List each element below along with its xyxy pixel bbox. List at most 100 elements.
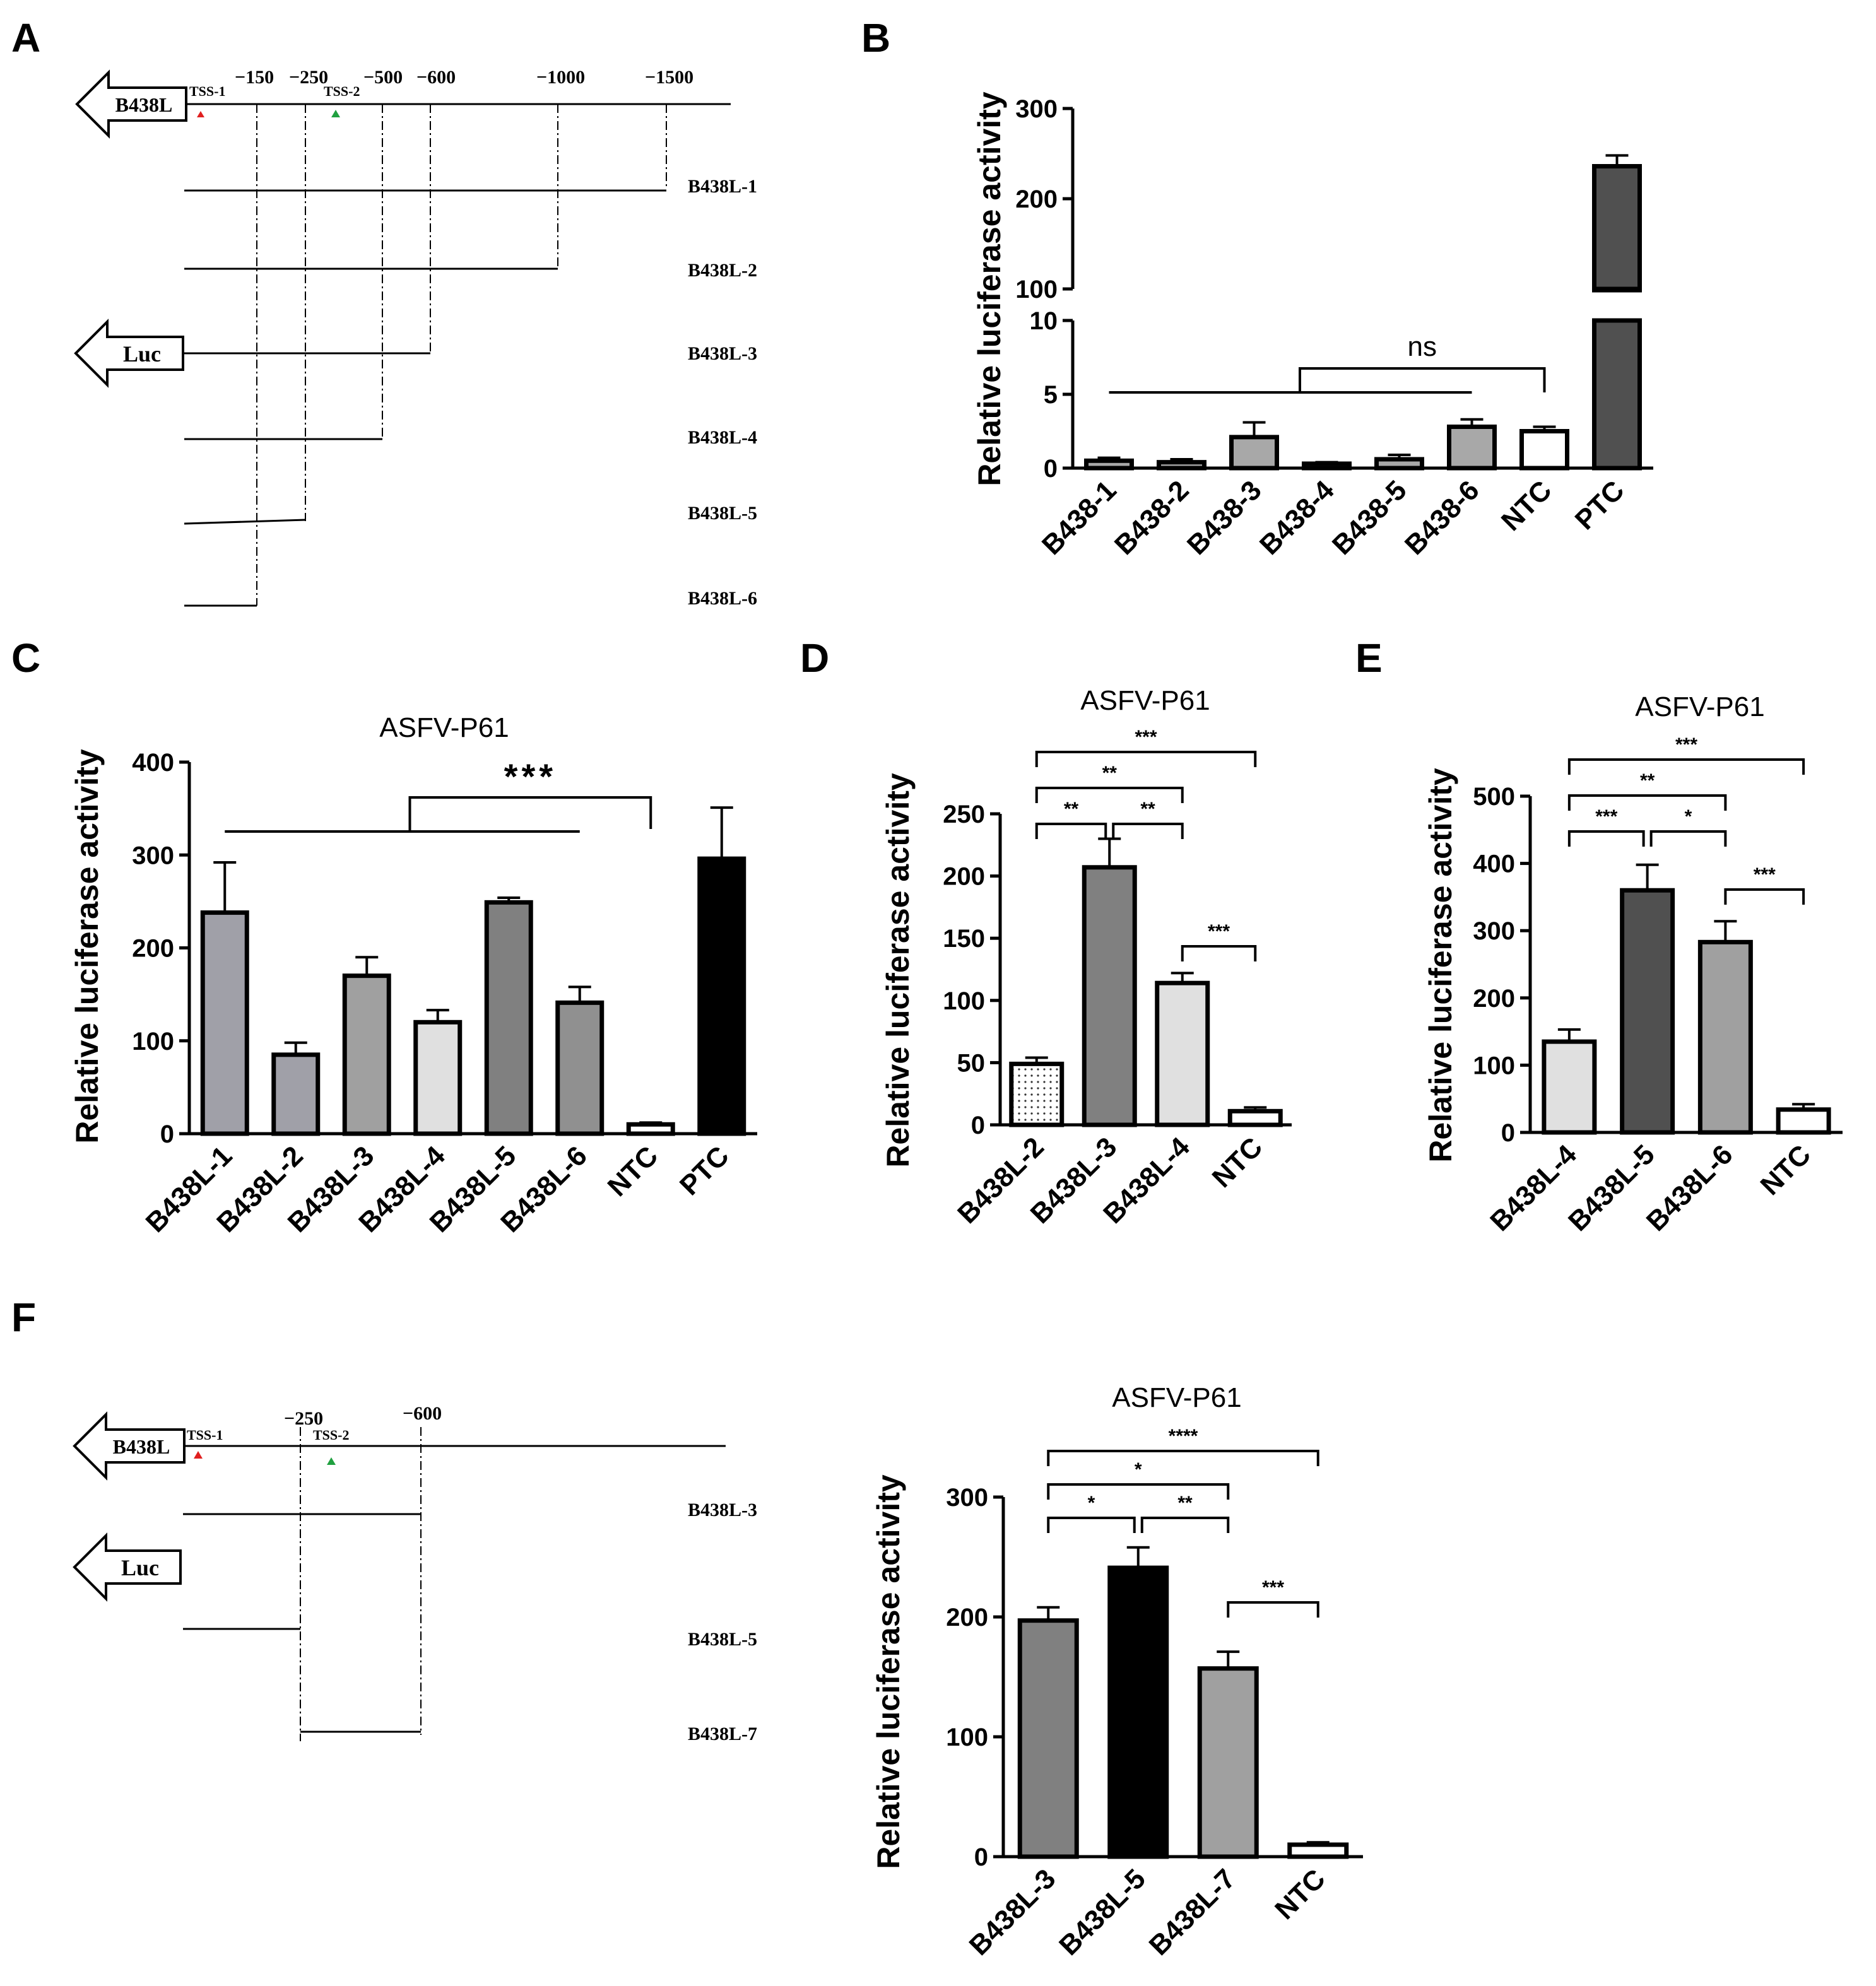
construct-label: B438L-2 xyxy=(688,260,757,281)
significance-bracket xyxy=(1724,888,1805,905)
x-tick-label: NTC xyxy=(1495,474,1558,537)
x-tick-label: B438-1 xyxy=(1036,474,1123,561)
panel-letter-c: C xyxy=(11,635,40,681)
y-tick-label: 10 xyxy=(1030,307,1058,335)
significance-label: **** xyxy=(1169,1426,1198,1447)
bar xyxy=(1776,1107,1831,1135)
x-tick-label: B438-6 xyxy=(1399,474,1485,561)
bar xyxy=(1542,1039,1597,1135)
bar xyxy=(1302,461,1352,471)
tss-2-label: TSS-2 xyxy=(324,83,360,99)
promoter-map-a: B438L TSS-1 TSS-2 −150 −250 −500 −600 −1… xyxy=(74,67,757,609)
tss-2-label: TSS-2 xyxy=(313,1427,349,1443)
bar xyxy=(1620,888,1675,1135)
y-tick-label: 300 xyxy=(1015,95,1058,123)
construct-label: B438L-5 xyxy=(688,1629,757,1650)
significance-label: *** xyxy=(1675,734,1697,755)
significance-label: *** xyxy=(1208,921,1230,942)
bar xyxy=(1227,1108,1283,1127)
bar xyxy=(1519,429,1569,471)
significance-bracket xyxy=(1112,823,1184,839)
construct-label: B438L-7 xyxy=(688,1724,757,1744)
significance-bracket xyxy=(1181,945,1257,961)
bar-lower-segment xyxy=(1592,318,1642,471)
y-tick-label: 150 xyxy=(943,925,985,953)
chart-title: ASFV-P61 xyxy=(1635,691,1764,722)
bar xyxy=(1197,1666,1259,1859)
tss-1-marker xyxy=(197,111,204,117)
bar xyxy=(342,973,391,1136)
chart-d: 0 50 100 150 200 250 Relative luciferase activ… xyxy=(880,685,1292,1230)
bar xyxy=(1374,457,1424,471)
bar xyxy=(484,900,533,1136)
significance-bracket xyxy=(1047,1450,1319,1466)
bar xyxy=(1697,939,1753,1135)
y-tick-label: 0 xyxy=(971,1112,985,1139)
x-tick-label: NTC xyxy=(1269,1863,1331,1925)
position-label: −1000 xyxy=(536,67,585,88)
promoter-map-f: B438L TSS-1 TSS-2 −250 −600 Luc B438L-3 … xyxy=(73,1403,757,1744)
chart-b: 0 5 10 100 200 300 Relative luciferase activit… xyxy=(972,91,1653,561)
x-tick-label: NTC xyxy=(1206,1131,1269,1194)
y-tick-label: 100 xyxy=(946,1724,988,1751)
significance-label: ns xyxy=(1408,331,1437,362)
construct-line xyxy=(184,519,306,525)
tss-1-marker xyxy=(194,1451,203,1459)
reporter-label: Luc xyxy=(121,1555,159,1580)
y-tick-label: 400 xyxy=(132,749,174,777)
bar xyxy=(200,910,249,1136)
x-tick-label: B438L-5 xyxy=(1562,1139,1661,1237)
significance-bracket xyxy=(1299,367,1546,392)
chart-title: ASFV-P61 xyxy=(1080,685,1210,716)
x-tick-label: B438L-6 xyxy=(1641,1139,1739,1237)
y-tick-label: 200 xyxy=(132,935,174,963)
y-tick-label: 0 xyxy=(160,1120,174,1148)
significance-label: *** xyxy=(504,756,557,796)
bar xyxy=(697,856,746,1136)
significance-bracket xyxy=(1567,794,1727,811)
bar xyxy=(413,1019,463,1136)
significance-label: * xyxy=(1685,806,1692,827)
significance-label: *** xyxy=(1754,864,1776,885)
y-axis-label: Relative luciferase activity xyxy=(69,749,105,1144)
significance-bracket xyxy=(1047,1483,1230,1500)
bar xyxy=(271,1052,321,1136)
y-tick-label: 5 xyxy=(1044,381,1058,409)
bar xyxy=(1084,458,1134,471)
construct-label: B438L-4 xyxy=(688,427,757,448)
significance-bracket xyxy=(1140,1517,1230,1533)
x-tick-label: NTC xyxy=(1755,1139,1817,1201)
significance-label: ** xyxy=(1064,799,1079,820)
construct-label: B438L-1 xyxy=(688,176,757,197)
y-tick-label: 100 xyxy=(943,987,985,1015)
bar xyxy=(1447,424,1497,471)
x-tick-label: B438L-3 xyxy=(964,1863,1062,1961)
y-tick-label: 200 xyxy=(1473,985,1515,1013)
chart-title: ASFV-P61 xyxy=(379,712,509,743)
y-axis-label: Relative luciferase activity xyxy=(880,773,916,1168)
significance-label: *** xyxy=(1135,727,1157,748)
panel-letter-b: B xyxy=(861,15,890,61)
chart-title: ASFV-P61 xyxy=(1112,1382,1241,1413)
construct-label: B438L-3 xyxy=(688,343,757,364)
bar xyxy=(1107,1565,1169,1859)
construct-label: B438L-5 xyxy=(688,503,757,524)
significance-bracket xyxy=(1035,787,1184,803)
bar xyxy=(1009,1061,1065,1127)
significance-bracket xyxy=(1649,830,1727,847)
significance-bracket xyxy=(1567,758,1805,775)
x-tick-label: B438L-5 xyxy=(1053,1863,1152,1961)
x-tick-label: NTC xyxy=(602,1140,664,1202)
position-label: −250 xyxy=(284,1408,323,1429)
construct-label: B438L-6 xyxy=(688,588,757,609)
panel-letter-e: E xyxy=(1355,635,1383,681)
x-tick-label: B438L-7 xyxy=(1143,1863,1242,1961)
gene-label: B438L xyxy=(115,93,173,116)
significance-bracket xyxy=(408,796,652,831)
y-tick-label: 100 xyxy=(132,1028,174,1055)
bar xyxy=(1287,1842,1349,1859)
y-tick-label: 300 xyxy=(132,842,174,869)
bar xyxy=(555,1000,605,1136)
significance-bracket xyxy=(1227,1601,1319,1618)
bar xyxy=(1592,164,1642,291)
